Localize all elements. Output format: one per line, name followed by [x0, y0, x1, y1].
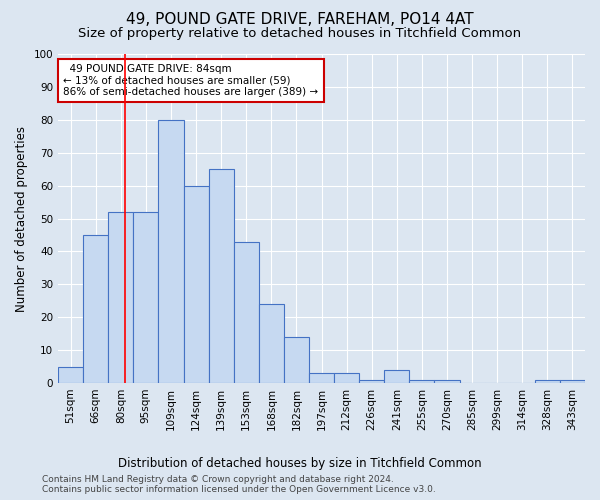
Bar: [133, 212, 158, 383]
Bar: [359, 380, 384, 383]
Bar: [259, 304, 284, 383]
Bar: [309, 373, 334, 383]
Text: 49, POUND GATE DRIVE, FAREHAM, PO14 4AT: 49, POUND GATE DRIVE, FAREHAM, PO14 4AT: [126, 12, 474, 28]
Text: Contains public sector information licensed under the Open Government Licence v3: Contains public sector information licen…: [42, 485, 436, 494]
Bar: [560, 380, 585, 383]
Y-axis label: Number of detached properties: Number of detached properties: [15, 126, 28, 312]
Bar: [334, 373, 359, 383]
Bar: [233, 242, 259, 383]
Bar: [158, 120, 184, 383]
Bar: [58, 366, 83, 383]
Bar: [535, 380, 560, 383]
Bar: [384, 370, 409, 383]
Text: Size of property relative to detached houses in Titchfield Common: Size of property relative to detached ho…: [79, 28, 521, 40]
Bar: [83, 235, 108, 383]
Text: Distribution of detached houses by size in Titchfield Common: Distribution of detached houses by size …: [118, 458, 482, 470]
Bar: [209, 169, 233, 383]
Bar: [409, 380, 434, 383]
Text: 49 POUND GATE DRIVE: 84sqm
← 13% of detached houses are smaller (59)
86% of semi: 49 POUND GATE DRIVE: 84sqm ← 13% of deta…: [64, 64, 319, 97]
Bar: [434, 380, 460, 383]
Bar: [184, 186, 209, 383]
Text: Contains HM Land Registry data © Crown copyright and database right 2024.: Contains HM Land Registry data © Crown c…: [42, 475, 394, 484]
Bar: [108, 212, 133, 383]
Bar: [284, 337, 309, 383]
